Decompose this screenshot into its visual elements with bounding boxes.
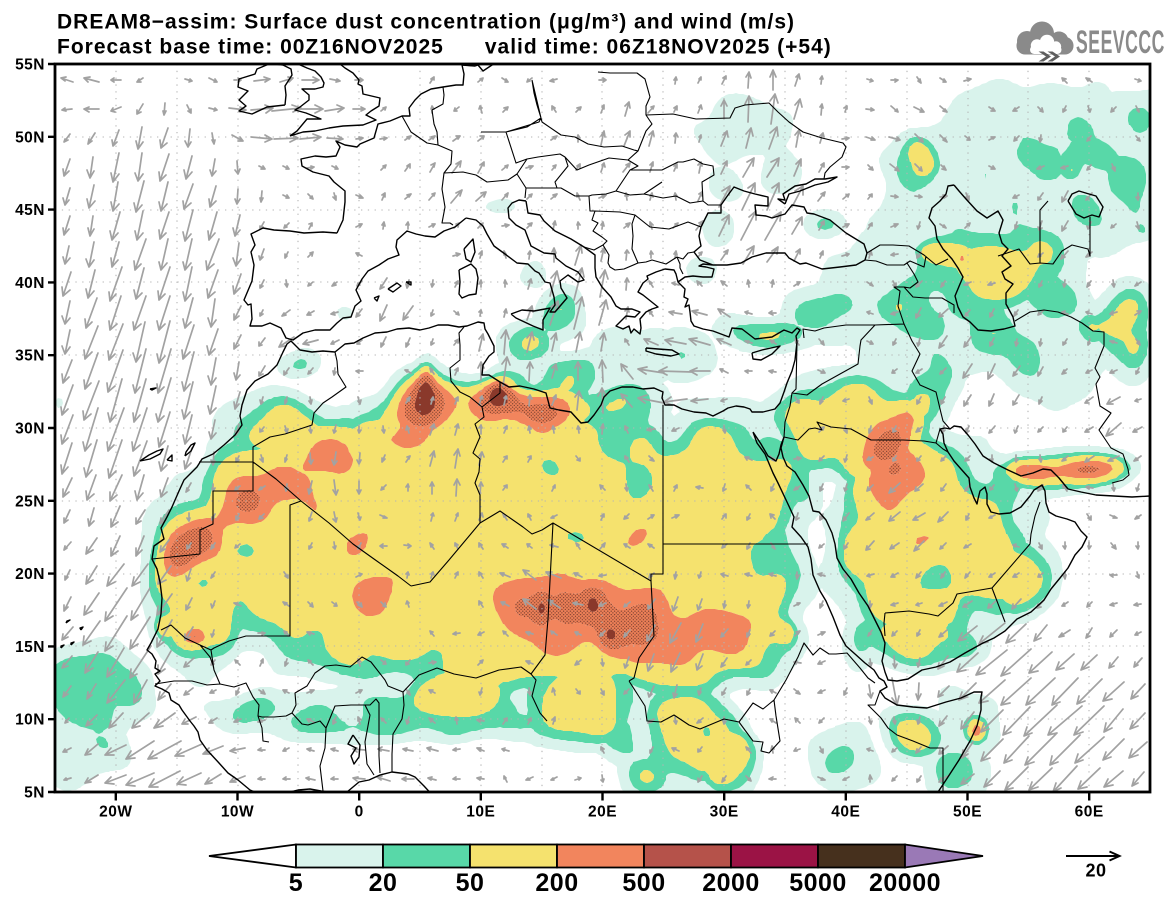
svg-text:20000: 20000 <box>869 869 941 897</box>
svg-text:30N: 30N <box>15 421 45 438</box>
svg-text:40E: 40E <box>831 804 860 821</box>
svg-text:15N: 15N <box>15 639 45 656</box>
svg-text:55N: 55N <box>15 57 45 74</box>
svg-text:30E: 30E <box>710 804 739 821</box>
svg-text:5: 5 <box>289 869 303 897</box>
svg-text:10N: 10N <box>15 712 45 729</box>
svg-text:50E: 50E <box>953 804 982 821</box>
svg-text:5000: 5000 <box>789 869 847 897</box>
svg-text:20: 20 <box>1085 861 1106 881</box>
svg-text:35N: 35N <box>15 348 45 365</box>
svg-text:SEEVCCC: SEEVCCC <box>1076 26 1165 61</box>
svg-text:40N: 40N <box>15 275 45 292</box>
svg-text:50N: 50N <box>15 129 45 146</box>
svg-text:500: 500 <box>622 869 665 897</box>
svg-text:20W: 20W <box>99 804 132 821</box>
svg-text:10E: 10E <box>466 804 495 821</box>
svg-text:Forecast base time: 00Z16NOV20: Forecast base time: 00Z16NOV2025 valid t… <box>57 36 832 59</box>
svg-text:60E: 60E <box>1075 804 1104 821</box>
svg-text:200: 200 <box>535 869 578 897</box>
svg-text:DREAM8−assim: Surface dust con: DREAM8−assim: Surface dust concentration… <box>57 11 795 34</box>
svg-text:2000: 2000 <box>702 869 760 897</box>
svg-text:0: 0 <box>355 804 364 821</box>
svg-text:20N: 20N <box>15 566 45 583</box>
svg-text:45N: 45N <box>15 202 45 219</box>
svg-text:10W: 10W <box>221 804 254 821</box>
svg-text:5N: 5N <box>24 785 45 802</box>
svg-text:20: 20 <box>369 869 398 897</box>
svg-text:50: 50 <box>456 869 485 897</box>
svg-text:20E: 20E <box>588 804 617 821</box>
svg-text:25N: 25N <box>15 493 45 510</box>
